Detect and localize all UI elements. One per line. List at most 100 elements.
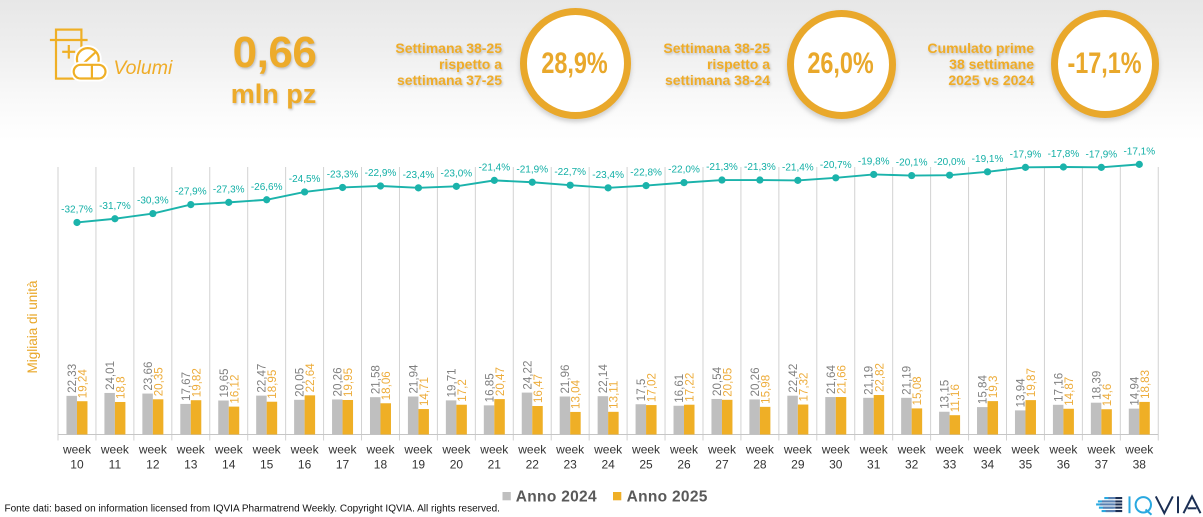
svg-text:24,22: 24,22 — [521, 361, 534, 390]
svg-text:22,82: 22,82 — [873, 363, 886, 392]
svg-text:-17,8%: -17,8% — [1048, 149, 1080, 160]
svg-text:week: week — [252, 443, 282, 457]
svg-text:Migliaia di unità: Migliaia di unità — [25, 280, 40, 374]
svg-text:30: 30 — [829, 458, 843, 472]
svg-text:34: 34 — [981, 458, 995, 472]
svg-text:Anno 2024: Anno 2024 — [516, 489, 597, 506]
svg-text:21: 21 — [488, 458, 502, 472]
svg-text:-17,1%: -17,1% — [1123, 146, 1155, 157]
svg-text:15,08: 15,08 — [911, 376, 924, 405]
svg-text:22,33: 22,33 — [66, 364, 79, 393]
svg-text:16: 16 — [298, 458, 312, 472]
svg-text:-23,4%: -23,4% — [403, 170, 435, 181]
svg-text:week: week — [1010, 443, 1040, 457]
svg-text:18,95: 18,95 — [266, 370, 279, 399]
svg-text:-21,3%: -21,3% — [706, 162, 738, 173]
svg-text:week: week — [1048, 443, 1078, 457]
svg-text:17,02: 17,02 — [646, 373, 659, 402]
svg-text:19,3: 19,3 — [987, 376, 1000, 399]
svg-text:25: 25 — [639, 458, 653, 472]
svg-text:13: 13 — [184, 458, 198, 472]
svg-text:26: 26 — [677, 458, 691, 472]
svg-text:23,66: 23,66 — [142, 362, 155, 391]
svg-text:20,54: 20,54 — [711, 366, 724, 396]
svg-text:week: week — [555, 443, 585, 457]
svg-text:21,94: 21,94 — [407, 364, 420, 394]
svg-text:18,06: 18,06 — [380, 371, 393, 400]
svg-text:11,16: 11,16 — [949, 384, 962, 412]
svg-text:-27,3%: -27,3% — [213, 184, 245, 195]
svg-text:-20,7%: -20,7% — [820, 160, 852, 171]
svg-text:14,94: 14,94 — [1128, 376, 1141, 406]
svg-text:Fonte dati: based on informati: Fonte dati: based on information license… — [5, 504, 500, 515]
svg-text:-19,8%: -19,8% — [858, 156, 890, 167]
svg-text:-21,3%: -21,3% — [744, 162, 776, 173]
svg-text:week: week — [403, 443, 433, 457]
svg-text:week: week — [479, 443, 509, 457]
svg-text:21,64: 21,64 — [825, 364, 838, 394]
svg-text:20,35: 20,35 — [152, 367, 165, 396]
svg-text:week: week — [176, 443, 206, 457]
svg-text:16,61: 16,61 — [673, 374, 686, 403]
svg-text:week: week — [897, 443, 927, 457]
svg-text:21,66: 21,66 — [835, 365, 848, 394]
svg-text:week: week — [1086, 443, 1116, 457]
svg-text:10: 10 — [70, 458, 84, 472]
svg-text:19,71: 19,71 — [445, 368, 458, 397]
svg-text:week: week — [1124, 443, 1154, 457]
svg-text:36: 36 — [1057, 458, 1071, 472]
svg-text:22,47: 22,47 — [256, 364, 269, 393]
svg-text:17,16: 17,16 — [1052, 373, 1065, 402]
svg-text:16,47: 16,47 — [532, 374, 545, 403]
svg-text:-30,3%: -30,3% — [137, 196, 169, 207]
svg-text:-23,0%: -23,0% — [441, 168, 473, 179]
svg-text:week: week — [973, 443, 1003, 457]
svg-text:21,58: 21,58 — [370, 365, 383, 394]
svg-text:17,22: 17,22 — [684, 373, 697, 402]
svg-text:17,2: 17,2 — [456, 379, 469, 402]
svg-text:20,05: 20,05 — [294, 368, 307, 397]
svg-text:24: 24 — [601, 458, 615, 472]
svg-text:-17,9%: -17,9% — [1010, 149, 1042, 160]
svg-text:-22,8%: -22,8% — [630, 168, 662, 179]
svg-text:19,82: 19,82 — [190, 368, 203, 397]
svg-text:35: 35 — [1019, 458, 1033, 472]
svg-text:17,67: 17,67 — [180, 372, 193, 401]
svg-text:18,8: 18,8 — [114, 376, 127, 399]
svg-text:22,64: 22,64 — [304, 363, 317, 393]
svg-text:-20,1%: -20,1% — [896, 158, 928, 169]
svg-text:19,87: 19,87 — [1025, 368, 1038, 397]
svg-text:13,04: 13,04 — [570, 379, 583, 409]
svg-text:17,32: 17,32 — [797, 373, 810, 402]
svg-text:-27,9%: -27,9% — [175, 187, 207, 198]
svg-text:38: 38 — [1133, 458, 1147, 472]
svg-text:week: week — [745, 443, 775, 457]
svg-text:-24,5%: -24,5% — [289, 174, 321, 185]
svg-text:week: week — [593, 443, 623, 457]
svg-text:15: 15 — [260, 458, 274, 472]
svg-text:17,5: 17,5 — [635, 379, 648, 402]
svg-text:18,83: 18,83 — [1139, 370, 1152, 399]
svg-text:22: 22 — [526, 458, 540, 472]
svg-text:20,26: 20,26 — [749, 367, 762, 396]
svg-text:week: week — [290, 443, 320, 457]
svg-text:-22,9%: -22,9% — [365, 168, 397, 179]
svg-text:week: week — [62, 443, 92, 457]
svg-text:21,19: 21,19 — [863, 366, 876, 395]
svg-text:week: week — [783, 443, 813, 457]
svg-text:-21,4%: -21,4% — [478, 162, 510, 173]
svg-text:11: 11 — [109, 458, 122, 472]
svg-text:20,26: 20,26 — [332, 367, 345, 396]
svg-text:week: week — [517, 443, 547, 457]
svg-text:31: 31 — [867, 458, 881, 472]
svg-text:week: week — [935, 443, 965, 457]
svg-text:week: week — [100, 443, 130, 457]
svg-text:-19,1%: -19,1% — [972, 154, 1004, 165]
svg-text:19,65: 19,65 — [218, 368, 231, 397]
svg-text:20,05: 20,05 — [722, 368, 735, 397]
svg-text:24,01: 24,01 — [104, 361, 117, 390]
svg-text:week: week — [328, 443, 358, 457]
svg-text:19,95: 19,95 — [342, 368, 355, 397]
svg-text:19: 19 — [412, 458, 426, 472]
svg-text:week: week — [669, 443, 699, 457]
